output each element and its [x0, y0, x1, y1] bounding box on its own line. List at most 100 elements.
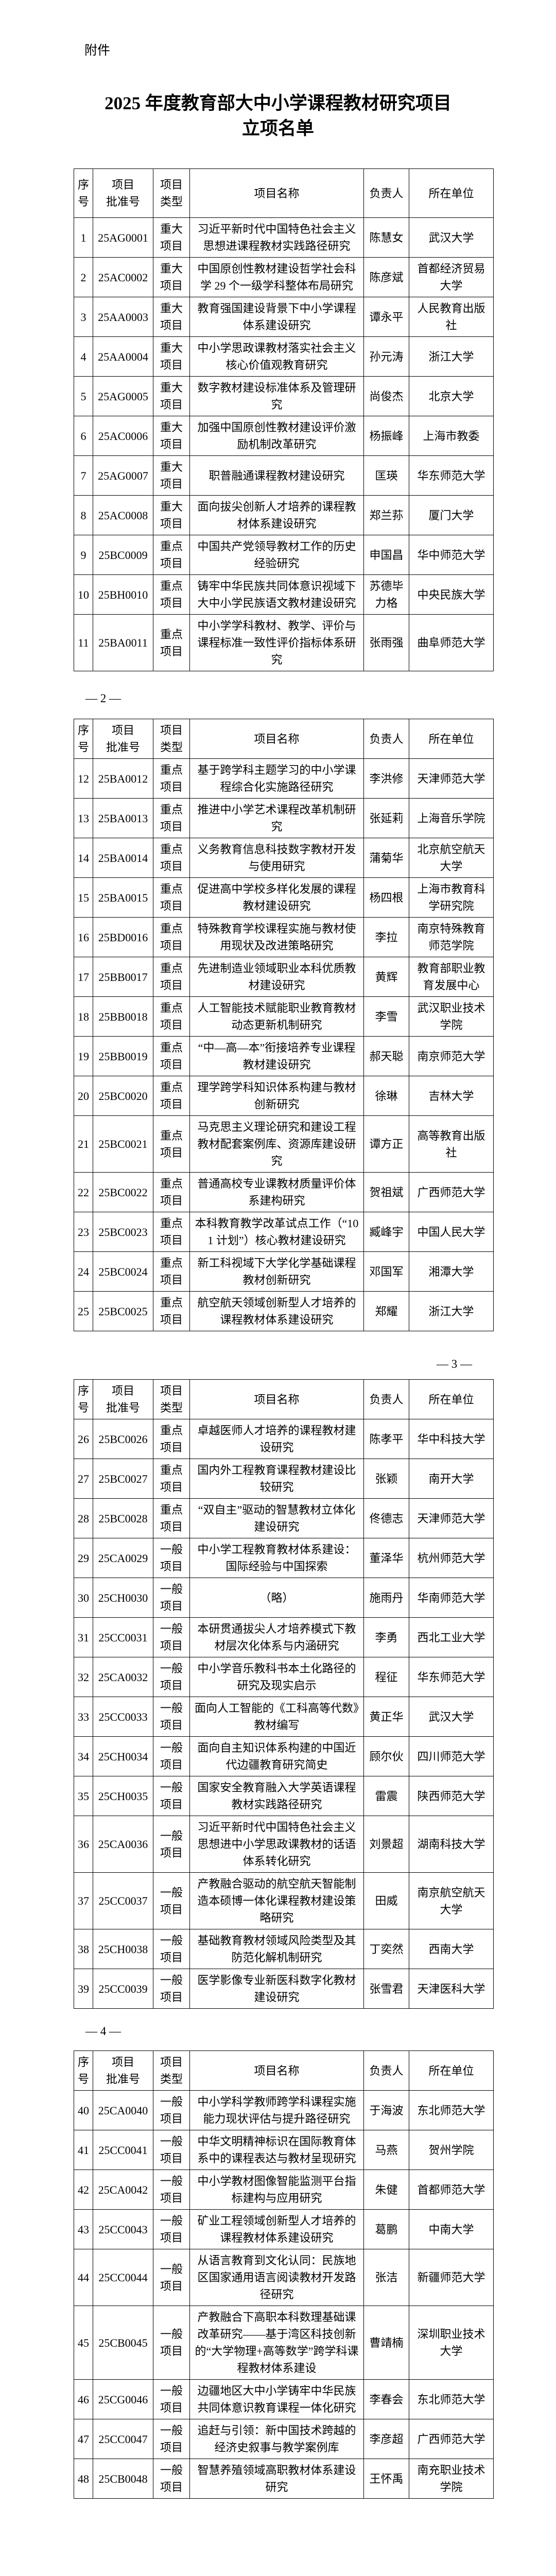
cell-organization: 华东师范大学 [409, 1657, 494, 1697]
cell-project-name: 习近平新时代中国特色社会主义思想进中小学思政课教材的话语体系转化研究 [189, 1816, 364, 1873]
cell-project-type: 重大项目 [153, 336, 190, 377]
table-row: 36 25CA0036 一般项目 习近平新时代中国特色社会主义思想进中小学思政课… [74, 1816, 494, 1873]
cell-organization: 曲阜师范大学 [409, 614, 494, 671]
cell-approval-code: 25BA0012 [93, 758, 153, 799]
table-row: 41 25CC0041 一般项目 中华文明精神标识在国际教育体系中的课程表达与教… [74, 2130, 494, 2170]
cell-project-type: 重点项目 [153, 996, 190, 1037]
cell-approval-code: 25BB0017 [93, 957, 153, 997]
cell-project-type: 一般项目 [153, 1697, 190, 1737]
cell-project-name: 习近平新时代中国特色社会主义思想进课程教材实践路径研究 [189, 217, 364, 258]
cell-organization: 首都经济贸易大学 [409, 257, 494, 297]
table-row: 44 25CC0044 一般项目 从语言教育到文化认同：民族地区国家通用语言阅读… [74, 2249, 494, 2306]
cell-organization: 湖南科技大学 [409, 1816, 494, 1873]
attachment-label: 附件 [84, 44, 111, 58]
cell-project-name: 国家安全教育融入大学英语课程教材实践路径研究 [189, 1776, 364, 1816]
table-row: 20 25BC0020 重点项目 理学跨学科知识体系构建与教材创新研究 徐琳 吉… [74, 1076, 494, 1116]
cell-organization: 首都师范大学 [409, 2170, 494, 2210]
cell-leader: 佟德志 [363, 1498, 409, 1538]
cell-serial-number: 9 [74, 535, 93, 575]
cell-approval-code: 25CB0045 [93, 2306, 153, 2380]
col-header-type: 项目 类型 [153, 2050, 190, 2091]
cell-project-name: 中小学科学教师跨学科课程实施能力现状评估与提升路径研究 [189, 2090, 364, 2130]
cell-leader: 尚俊杰 [363, 376, 409, 416]
cell-leader: 刘景超 [363, 1816, 409, 1873]
cell-project-name: 产教融合驱动的航空航天智能制造本硕博一体化课程教材建设策略研究 [189, 1872, 364, 1929]
table-row: 25 25BC0025 重点项目 航空航天领域创新型人才培养的课程教材体系建设研… [74, 1291, 494, 1331]
cell-serial-number: 30 [74, 1578, 93, 1618]
cell-serial-number: 45 [74, 2306, 93, 2380]
cell-project-name: 中小学教材图像智能监测平台指标建构与应用研究 [189, 2170, 364, 2210]
cell-project-type: 一般项目 [153, 1657, 190, 1697]
table-row: 29 25CA0029 一般项目 中小学工程教育教材体系建设：国际经验与中国探索… [74, 1538, 494, 1578]
table-row: 47 25CC0047 一般项目 追赶与引领：新中国技术跨越的经济史叙事与教学案… [74, 2419, 494, 2459]
cell-project-type: 重点项目 [153, 758, 190, 799]
cell-project-name: 中华文明精神标识在国际教育体系中的课程表达与教材呈现研究 [189, 2130, 364, 2170]
col-header-org: 所在单位 [409, 1379, 494, 1419]
cell-leader: 于海波 [363, 2090, 409, 2130]
cell-approval-code: 25CH0034 [93, 1736, 153, 1776]
cell-approval-code: 25CH0035 [93, 1776, 153, 1816]
table-row: 14 25BA0014 重点项目 义务教育信息科技数字教材开发与使用研究 蒲菊华… [74, 838, 494, 878]
cell-organization: 南充职业技术学院 [409, 2459, 494, 2499]
cell-project-name: 矿业工程领域创新型人才培养的课程教材体系建设研究 [189, 2209, 364, 2249]
cell-project-type: 重点项目 [153, 1076, 190, 1116]
cell-approval-code: 25BC0020 [93, 1076, 153, 1116]
table-row: 39 25CC0039 一般项目 医学影像专业新医科数字化教材建设研究 张雪君 … [74, 1969, 494, 2009]
cell-project-type: 重点项目 [153, 614, 190, 671]
cell-project-name: 本科教育教学改革试点工作（“101 计划”）核心教材建设研究 [189, 1212, 364, 1252]
cell-approval-code: 25CA0040 [93, 2090, 153, 2130]
col-header-type: 项目 类型 [153, 168, 190, 218]
cell-approval-code: 25AC0002 [93, 257, 153, 297]
cell-approval-code: 25BC0026 [93, 1419, 153, 1459]
table-row: 17 25BB0017 重点项目 先进制造业领域职业本科优质教材建设研究 黄辉 … [74, 957, 494, 997]
cell-serial-number: 27 [74, 1459, 93, 1499]
cell-serial-number: 47 [74, 2419, 93, 2459]
cell-serial-number: 40 [74, 2090, 93, 2130]
cell-leader: 黄辉 [363, 957, 409, 997]
cell-project-name: 中国原创性教材建设哲学社会科学 29 个一级学科整体布局研究 [189, 257, 364, 297]
cell-leader: 张洁 [363, 2249, 409, 2306]
cell-project-type: 重点项目 [153, 917, 190, 957]
cell-project-type: 重点项目 [153, 1115, 190, 1173]
cell-organization: 上海市教委 [409, 416, 494, 456]
cell-organization: 教育部职业教育发展中心 [409, 957, 494, 997]
cell-project-type: 重点项目 [153, 1172, 190, 1212]
cell-project-name: 医学影像专业新医科数字化教材建设研究 [189, 1969, 364, 2009]
table-row: 8 25AC0008 重大项目 面向拔尖创新人才培养的课程教材体系建设研究 郑兰… [74, 495, 494, 535]
cell-approval-code: 25BB0018 [93, 996, 153, 1037]
cell-project-type: 一般项目 [153, 1816, 190, 1873]
cell-project-name: 加强中国原创性教材建设评价激励机制改革研究 [189, 416, 364, 456]
cell-project-type: 一般项目 [153, 2209, 190, 2249]
cell-serial-number: 5 [74, 376, 93, 416]
cell-leader: 邓国军 [363, 1251, 409, 1292]
cell-project-type: 一般项目 [153, 1776, 190, 1816]
cell-organization: 华中科技大学 [409, 1419, 494, 1459]
table-row: 5 25AG0005 重大项目 数字教材建设标准体系及管理研究 尚俊杰 北京大学 [74, 376, 494, 416]
cell-approval-code: 25BA0014 [93, 838, 153, 878]
cell-leader: 李洪修 [363, 758, 409, 799]
page-number-2: — 2 — [85, 692, 121, 705]
cell-project-type: 一般项目 [153, 1617, 190, 1657]
table-row: 19 25BB0019 重点项目 “中—高—本”衔接培养专业课程教材建设研究 郝… [74, 1036, 494, 1076]
cell-serial-number: 11 [74, 614, 93, 671]
cell-approval-code: 25CC0047 [93, 2419, 153, 2459]
cell-approval-code: 25AG0001 [93, 217, 153, 258]
cell-project-name: （略） [189, 1578, 364, 1618]
cell-leader: 张颖 [363, 1459, 409, 1499]
cell-project-name: 中小学工程教育教材体系建设：国际经验与中国探索 [189, 1538, 364, 1578]
cell-project-name: 中国共产党领导教材工作的历史经验研究 [189, 535, 364, 575]
cell-organization: 北京航空航天大学 [409, 838, 494, 878]
table-row: 24 25BC0024 重点项目 新工科视域下大学化学基础课程教材创新研究 邓国… [74, 1251, 494, 1292]
table-row: 45 25CB0045 一般项目 产教融合下高职本科数理基础课改革研究——基于湾… [74, 2306, 494, 2380]
cell-approval-code: 25BD0016 [93, 917, 153, 957]
col-header-no: 序 号 [74, 168, 93, 218]
table-row: 4 25AA0004 重大项目 中小学思政课教材落实社会主义核心价值观教育研究 … [74, 336, 494, 377]
cell-serial-number: 12 [74, 758, 93, 799]
cell-leader: 臧峰宇 [363, 1212, 409, 1252]
cell-serial-number: 35 [74, 1776, 93, 1816]
col-header-no: 序 号 [74, 1379, 93, 1419]
cell-organization: 天津师范大学 [409, 1498, 494, 1538]
table-row: 16 25BD0016 重点项目 特殊教育学校课程实施与教材使用现状及改进策略研… [74, 917, 494, 957]
cell-approval-code: 25AG0007 [93, 455, 153, 496]
